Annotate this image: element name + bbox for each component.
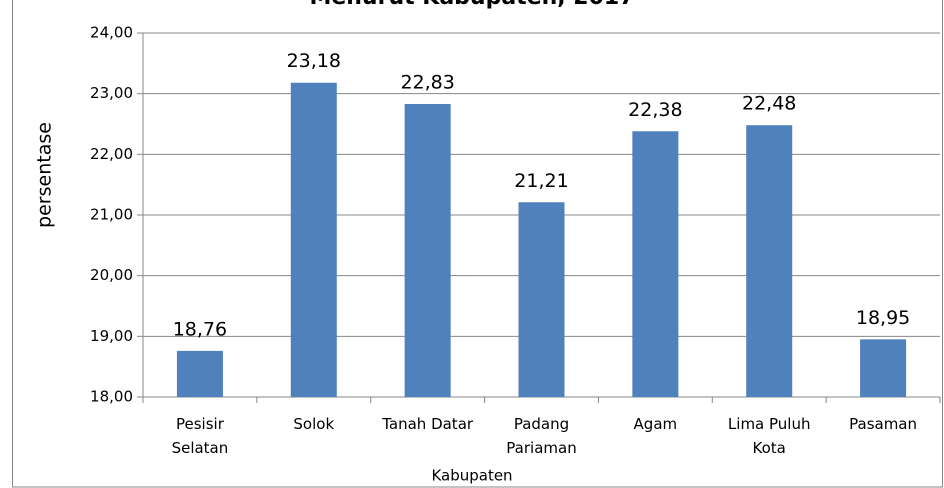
data-label: 21,21: [514, 170, 568, 192]
data-label: 22,48: [742, 93, 796, 115]
x-tick-label: Agam: [634, 415, 678, 433]
x-tick-label: Pesisir Selatan: [172, 415, 229, 457]
bar: [746, 125, 793, 398]
y-axis-title: persentase: [34, 122, 56, 228]
data-label: 18,76: [173, 318, 227, 340]
x-axis-title: Kabupaten: [431, 467, 512, 485]
y-tick-label: 18,00: [90, 388, 133, 406]
x-tick-label: Tanah Datar: [381, 415, 474, 433]
bar: [290, 82, 337, 397]
y-tick-label: 19,00: [90, 327, 133, 345]
bar: [632, 131, 679, 397]
bar: [860, 339, 907, 397]
y-tick-label: 24,00: [90, 24, 133, 42]
data-label: 22,83: [400, 71, 454, 93]
bar: [176, 350, 223, 397]
bar: [518, 202, 565, 397]
y-tick-label: 23,00: [90, 84, 133, 102]
data-label: 22,38: [628, 99, 682, 121]
data-label: 23,18: [287, 50, 341, 72]
chart-title: Menurut Kabupaten, 2017: [309, 0, 634, 10]
x-tick-label: Padang Pariaman: [506, 415, 576, 457]
y-tick-label: 22,00: [90, 145, 133, 163]
x-tick-label: Solok: [293, 415, 334, 433]
bar: [404, 103, 451, 397]
x-tick-label: Pasaman: [849, 415, 917, 433]
data-label: 18,95: [856, 307, 910, 329]
y-tick-label: 20,00: [90, 266, 133, 284]
x-tick-label: Lima Puluh Kota: [728, 415, 811, 457]
y-tick-label: 21,00: [90, 206, 133, 224]
